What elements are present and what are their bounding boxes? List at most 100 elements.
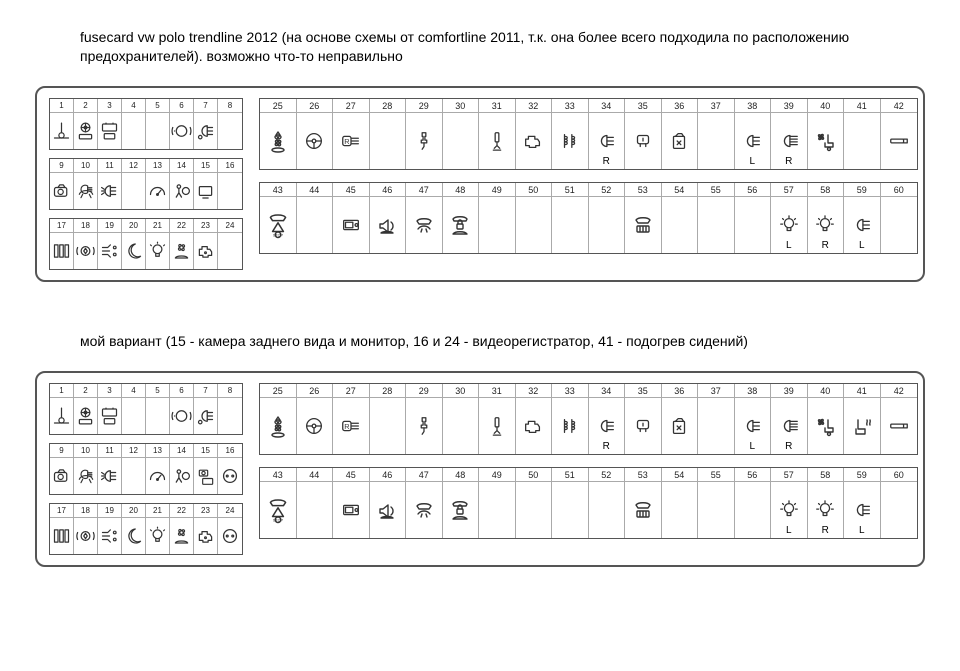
fuse-cell-58: 58 R [808,183,845,253]
fuse-cell-19: 19 [98,219,122,269]
fuse-number: 24 [218,219,242,233]
empty-icon [122,398,145,434]
fuse-cell-54: 54 [662,183,699,253]
temp-warning-icon [50,113,73,149]
fuse-number: 8 [218,99,242,113]
fuse-cell-12: 12 [122,444,146,494]
fuse-number: 20 [122,504,145,518]
fuse-cell-55: 55 [698,468,735,538]
indicator-lights-icon [98,518,121,554]
fuse-cell-4: 4 [122,99,146,149]
fuse-number: 17 [50,504,73,518]
fuse-number: 10 [74,444,97,458]
fuse-number: 55 [698,468,734,482]
fuse-number: 20 [122,219,145,233]
headlight-dial-icon [194,398,217,434]
fuse-number: 58 [808,468,844,482]
fuse-number: 4 [122,99,145,113]
fusecard-panel-1: 1 2 3 4 5 6 7 8 9 10 11 [35,86,925,282]
fuse-cell-40: 40 [808,99,845,169]
indicator-lights-icon [98,233,121,269]
fuse-cell-14: 14 [170,444,194,494]
fuse-number: 31 [479,384,515,398]
fuse-number: 37 [698,384,734,398]
fuse-number: 58 [808,183,844,197]
fuse-cell-1: 1 [50,384,74,434]
radio-display-icon [333,197,369,253]
fuse-block: 9 10 11 12 13 14 15 16 [49,443,243,495]
fuse-cell-18: 18 [74,504,98,554]
seat-heat-icon [844,398,880,454]
fuse-number: 42 [881,99,918,113]
fan-car-icon [170,518,193,554]
fuse-number: 44 [297,468,333,482]
injector-icon [479,113,515,169]
fuse-number: 35 [625,99,661,113]
fuse-cell-1: 1 [50,99,74,149]
vent-columns-icon [50,233,73,269]
fuse-cell-18: 18 [74,219,98,269]
fuse-number: 21 [146,219,169,233]
fuse-number: 30 [443,384,479,398]
fuse-number: 34 [589,384,625,398]
fuse-cell-42: 42 [881,99,918,169]
empty-icon [297,197,333,253]
fuse-number: 38 [735,99,771,113]
fuse-cell-38: 38 L [735,384,772,454]
fuse-cell-33: 33 [552,99,589,169]
fuse-cell-16: 16 [218,444,242,494]
fuse-number: 7 [194,384,217,398]
temp-warning-icon [50,398,73,434]
fuse-cell-39: 39 R [771,99,808,169]
fuse-number: 19 [98,219,121,233]
empty-icon [881,482,918,538]
fuse-number: 36 [662,99,698,113]
empty-icon [370,113,406,169]
fuse-cell-59: 59 L [844,183,881,253]
fuse-number: 40 [808,384,844,398]
fuse-number: 11 [98,159,121,173]
fuse-label: L [771,240,807,251]
empty-icon [297,482,333,538]
ac-fan-diag-icon [260,113,296,169]
fuse-cell-31: 31 [479,384,516,454]
cig-lighter-icon [881,113,918,169]
fuse-number: 18 [74,219,97,233]
steering-wheel-icon [297,398,333,454]
fuse-block: 1 2 3 4 5 6 7 8 [49,98,243,150]
fuse-number: 50 [516,468,552,482]
fuse-cell-43: 43 STOP [260,183,297,253]
fuse-cell-52: 52 [589,183,626,253]
fuse-number: 39 [771,384,807,398]
fuse-block: 1 2 3 4 5 6 7 8 [49,383,243,435]
fuse-label: R [589,156,625,167]
fuse-number: 48 [443,468,479,482]
fuse-label: L [844,525,880,536]
socket-icon [218,458,242,494]
fuse-cell-4: 4 [122,384,146,434]
fuse-cell-42: 42 [881,384,918,454]
fuse-number: 8 [218,384,242,398]
fuse-number: 48 [443,183,479,197]
engine-alert-icon [194,518,217,554]
spark-plug-icon [406,398,442,454]
fuse-number: 26 [297,99,333,113]
fuse-label: R [771,156,807,167]
fuse-number: 17 [50,219,73,233]
fuse-cell-17: 17 [50,504,74,554]
left-column: 1 2 3 4 5 6 7 8 9 10 11 [49,98,243,270]
fuse-cell-51: 51 [552,183,589,253]
fuse-number: 40 [808,99,844,113]
fuse-cell-25: 25 [260,99,297,169]
fuse-number: 53 [625,183,661,197]
fuse-number: 54 [662,183,698,197]
fuse-cell-20: 20 [122,504,146,554]
fuse-cell-48: 48 [443,183,480,253]
fuse-cell-41: 41 [844,99,881,169]
fuse-number: 51 [552,183,588,197]
fuse-block: 25 26 27 R 28 29 30 31 32 33 34 R [259,98,918,170]
fuse-cell-45: 45 [333,468,370,538]
fuse-number: 54 [662,468,698,482]
fuse-cell-38: 38 L [735,99,772,169]
empty-icon [218,113,242,149]
